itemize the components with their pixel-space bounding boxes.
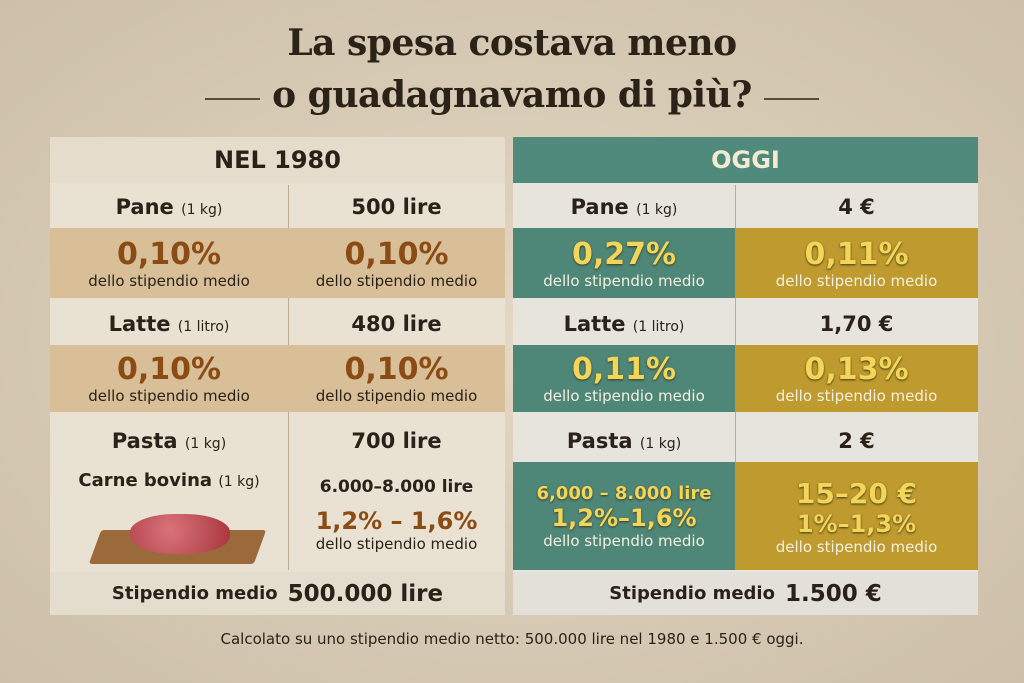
panel-oggi: OGGI Pane (1 kg) 4 € 0,27% dello stipendi…: [513, 137, 978, 615]
item-label: Pasta (1 kg): [111, 429, 227, 453]
percent-cell: 0,11% dello stipendio medio: [513, 345, 735, 412]
percent-cell: 0,10% dello stipendio medio: [288, 345, 505, 412]
item-label: Pasta (1 kg): [566, 429, 682, 453]
price: 500 lire: [351, 194, 442, 219]
footnote: Calcolato su uno stipendio medio netto: …: [220, 630, 804, 648]
item-label: Latte (1 litro): [108, 311, 230, 336]
stipendio-row: Stipendio medio 500.000 lire: [50, 572, 505, 615]
price: 4 €: [838, 194, 875, 219]
divider: [764, 98, 819, 100]
panel-1980: NEL 1980 Pane (1 kg) 500 lire 0,10% dello…: [50, 137, 505, 615]
stipendio-row: Stipendio medio 1.500 €: [513, 572, 978, 615]
percent-cell: 0,10% dello stipendio medio: [50, 228, 288, 298]
price: 2 €: [838, 429, 875, 453]
steak-image: [88, 512, 267, 567]
percent-cell: 0,11% dello stipendio medio: [735, 228, 978, 298]
divider: [205, 98, 260, 100]
percent-cell: 0,13% dello stipendio medio: [735, 345, 978, 412]
panel-header: OGGI: [513, 137, 978, 183]
carne-cell: 6.000–8.000 lire 1,2% – 1,6% dello stipend…: [315, 477, 478, 553]
item-label: Pane (1 kg): [570, 194, 678, 219]
item-label: Latte (1 litro): [563, 311, 685, 336]
percent-cell: 0,27% dello stipendio medio: [513, 228, 735, 298]
panel-header: NEL 1980: [50, 137, 505, 183]
carne-cell: 6,000 – 8.000 lire 1,2%–1,6% dello stipend…: [513, 462, 735, 570]
price: 700 lire: [351, 429, 442, 453]
price: 1,70 €: [819, 311, 894, 336]
title-line-2: o guadagnavamo di più?: [272, 74, 752, 116]
price: 480 lire: [351, 311, 442, 336]
carne-cell: 15–20 €1%–1,3% dello stipendio medio: [735, 462, 978, 570]
item-label: Carne bovina (1 kg): [78, 469, 260, 491]
title-line-1: La spesa costava meno: [287, 22, 737, 64]
item-label: Pane (1 kg): [115, 194, 223, 219]
percent-cell: 0,10% dello stipendio medio: [288, 228, 505, 298]
percent-cell: 0,10% dello stipendio medio: [50, 345, 288, 412]
